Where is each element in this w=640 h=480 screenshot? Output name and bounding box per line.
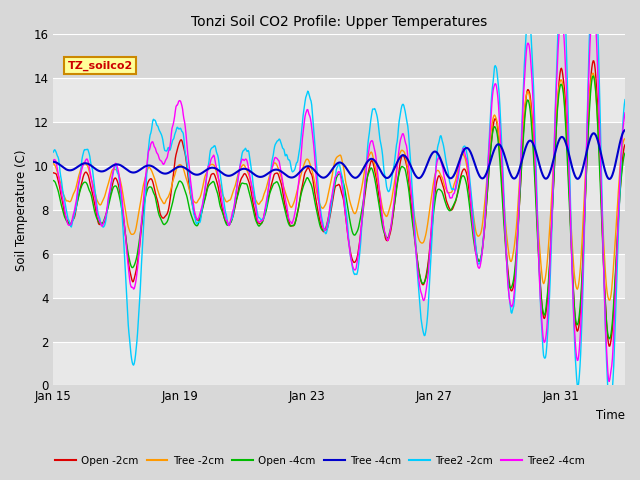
X-axis label: Time: Time	[596, 409, 625, 422]
Y-axis label: Soil Temperature (C): Soil Temperature (C)	[15, 149, 28, 271]
Bar	[53, 298, 625, 341]
Bar	[53, 78, 625, 122]
Bar	[53, 210, 625, 254]
Bar	[53, 122, 625, 166]
Bar	[53, 254, 625, 298]
Bar	[53, 341, 625, 385]
Bar	[53, 35, 625, 78]
Bar	[53, 166, 625, 210]
Text: TZ_soilco2: TZ_soilco2	[68, 61, 133, 71]
Legend: Open -2cm, Tree -2cm, Open -4cm, Tree -4cm, Tree2 -2cm, Tree2 -4cm: Open -2cm, Tree -2cm, Open -4cm, Tree -4…	[51, 452, 589, 470]
Title: Tonzi Soil CO2 Profile: Upper Temperatures: Tonzi Soil CO2 Profile: Upper Temperatur…	[191, 15, 487, 29]
